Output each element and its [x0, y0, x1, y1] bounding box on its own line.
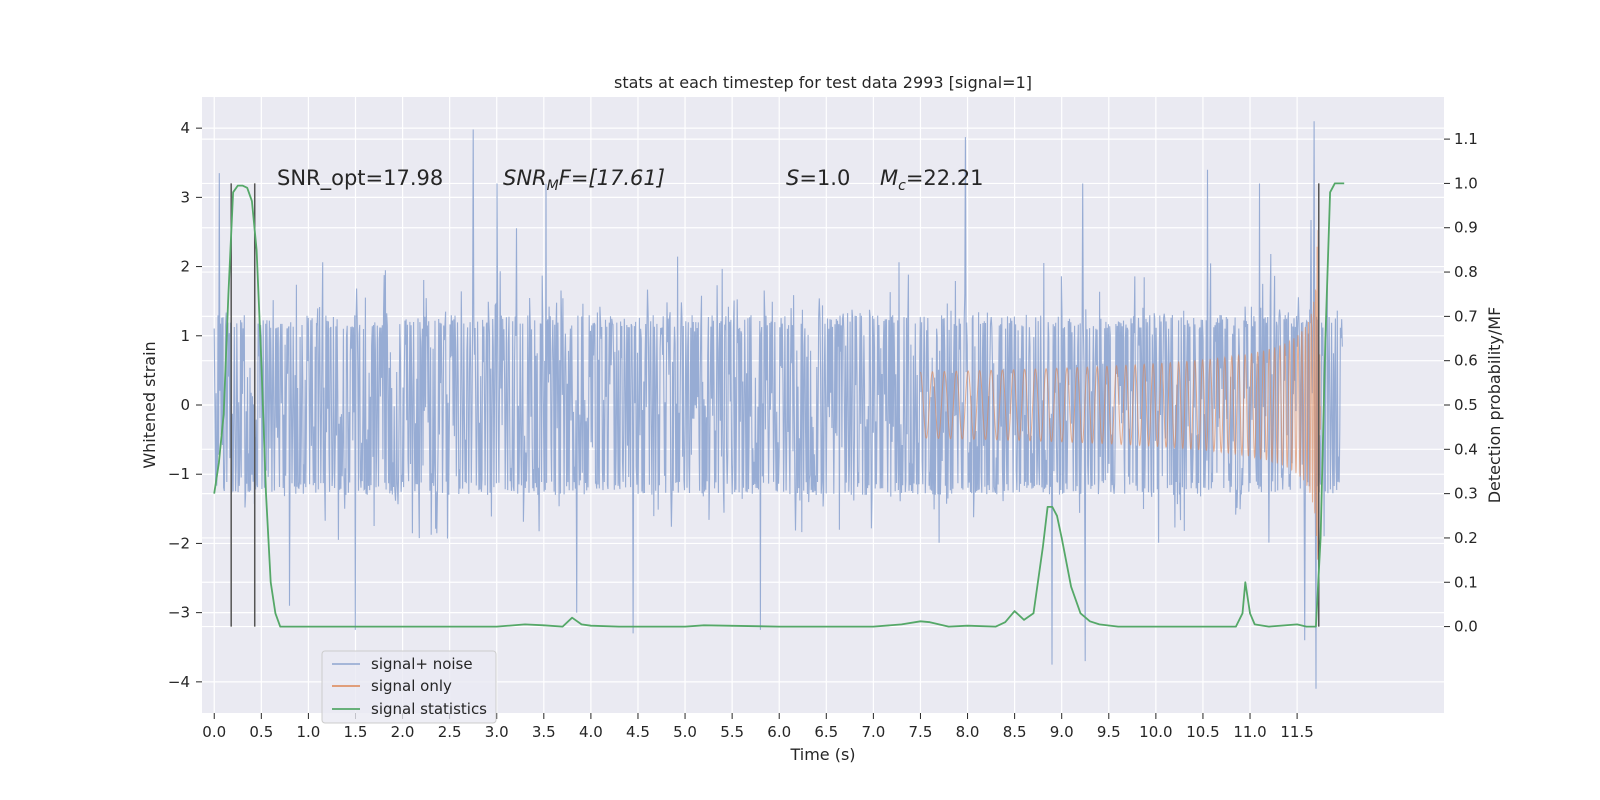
y2-axis-ticks: 1.1 1.0 0.9 0.8 0.7 0.6 0.5 0.4 0.3 0.2 0.1 0.0 [1444, 130, 1478, 636]
x-tick-label: 1.5 [344, 723, 368, 741]
x-tick-label: 11.0 [1233, 723, 1266, 741]
x-tick-label: 8.5 [1003, 723, 1027, 741]
signal-only-line [919, 230, 1321, 560]
x-tick-label: 6.5 [814, 723, 838, 741]
x-tick-label: 1.0 [296, 723, 320, 741]
x-tick-label: 0.0 [202, 723, 226, 741]
x-tick-label: 7.5 [909, 723, 933, 741]
y-tick-label: −4 [168, 673, 190, 691]
x-tick-label: 2.0 [391, 723, 415, 741]
signal-statistics-series [213, 182, 1345, 628]
y-axis-ticks: 4 3 2 1 0 −1 −2 −3 −4 [168, 119, 202, 691]
signal-statistics-line [213, 182, 1345, 628]
y2-tick-label: 1.0 [1454, 174, 1478, 192]
y2-axis-label: Detection probability/MF [1485, 307, 1504, 504]
vertical-lines [230, 183, 1320, 627]
x-tick-label: 5.0 [673, 723, 697, 741]
y2-tick-label: 0.5 [1454, 396, 1478, 414]
y-tick-label: 1 [180, 327, 190, 345]
y2-tick-label: 0.1 [1454, 573, 1478, 591]
x-tick-label: 7.0 [861, 723, 885, 741]
annotation-mc: Mc=22.21 [880, 166, 984, 194]
x-tick-label: 6.0 [767, 723, 791, 741]
legend-label-signal: signal only [371, 677, 452, 695]
legend-label-stats: signal statistics [371, 700, 487, 718]
annotation-s: S=1.0 [786, 166, 850, 190]
annotation-snr-opt: SNR_opt=17.98 [277, 166, 443, 191]
x-tick-label: 10.5 [1186, 723, 1219, 741]
x-tick-label: 9.0 [1050, 723, 1074, 741]
y-axis-label: Whitened strain [140, 341, 159, 468]
y2-tick-label: 0.9 [1454, 219, 1478, 237]
y-tick-label: 4 [180, 119, 190, 137]
y2-tick-label: 0.6 [1454, 352, 1478, 370]
legend-box [321, 650, 497, 724]
y-tick-label: −3 [168, 604, 190, 622]
y2-tick-label: 0.8 [1454, 263, 1478, 281]
annotation-snr-mf: SNRMF=[17.61] [503, 166, 665, 194]
legend: signal+ noise signal only signal statist… [321, 650, 497, 724]
x-tick-label: 0.5 [249, 723, 273, 741]
x-tick-label: 9.5 [1097, 723, 1121, 741]
x-tick-label: 5.5 [720, 723, 744, 741]
y-tick-label: −2 [168, 534, 190, 552]
y2-tick-label: 0.3 [1454, 485, 1478, 503]
chart-title: stats at each timestep for test data 299… [614, 73, 1032, 92]
x-tick-label: 11.5 [1280, 723, 1313, 741]
x-tick-label: 3.5 [532, 723, 556, 741]
x-tick-label: 3.0 [485, 723, 509, 741]
x-tick-label: 8.0 [956, 723, 980, 741]
y2-tick-label: 0.2 [1454, 529, 1478, 547]
x-axis-ticks: 0.0 0.5 1.0 1.5 2.0 2.5 3.0 3.5 4.0 4.5 5.0 5.5 6.0 6… [202, 713, 1314, 741]
y-tick-label: −1 [168, 465, 190, 483]
signal-plus-noise-line [213, 121, 1343, 689]
y-tick-label: 0 [180, 396, 190, 414]
y2-tick-label: 1.1 [1454, 130, 1478, 148]
y-tick-label: 3 [180, 188, 190, 206]
x-tick-label: 4.5 [626, 723, 650, 741]
x-tick-label: 4.0 [579, 723, 603, 741]
y2-tick-label: 0.0 [1454, 618, 1478, 636]
y2-tick-label: 0.7 [1454, 307, 1478, 325]
x-axis-label: Time (s) [789, 745, 855, 764]
y2-tick-label: 0.4 [1454, 440, 1478, 458]
x-tick-label: 10.0 [1139, 723, 1172, 741]
legend-label-noise: signal+ noise [371, 655, 473, 673]
y-tick-label: 2 [180, 258, 190, 276]
x-tick-label: 2.5 [438, 723, 462, 741]
signal-plus-noise-series [213, 121, 1343, 689]
signal-only-series [919, 230, 1321, 560]
